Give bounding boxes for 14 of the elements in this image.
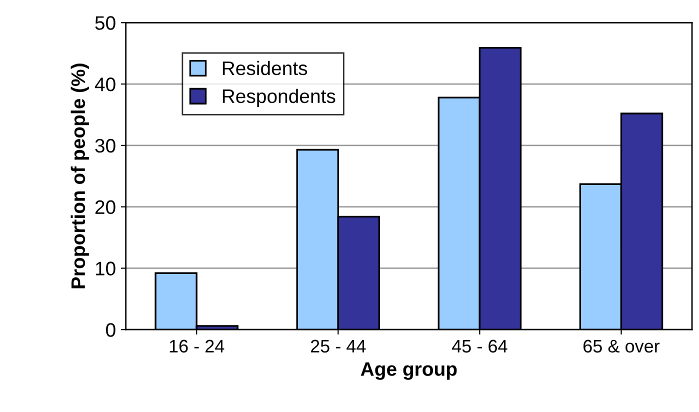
y-tick-label: 0 bbox=[106, 323, 116, 337]
y-tick-label: 30 bbox=[95, 138, 116, 153]
y-tick-label: 50 bbox=[95, 16, 116, 30]
y-tick-label: 40 bbox=[94, 78, 116, 92]
y-tick-label: 20 bbox=[95, 200, 116, 214]
y-axis-title: Proportion of people (%) bbox=[70, 64, 89, 288]
legend-label: Respondents bbox=[222, 88, 336, 107]
x-tick-label: 45 - 64 bbox=[452, 340, 508, 353]
legend-label: Residents bbox=[222, 60, 308, 76]
x-axis-title: Age group bbox=[360, 362, 457, 380]
y-tick-label: 10 bbox=[96, 262, 116, 276]
x-tick-label: 25 - 44 bbox=[310, 340, 366, 353]
x-tick-label: 65 & over bbox=[584, 340, 660, 353]
x-tick-label: 16 - 24 bbox=[170, 340, 224, 353]
